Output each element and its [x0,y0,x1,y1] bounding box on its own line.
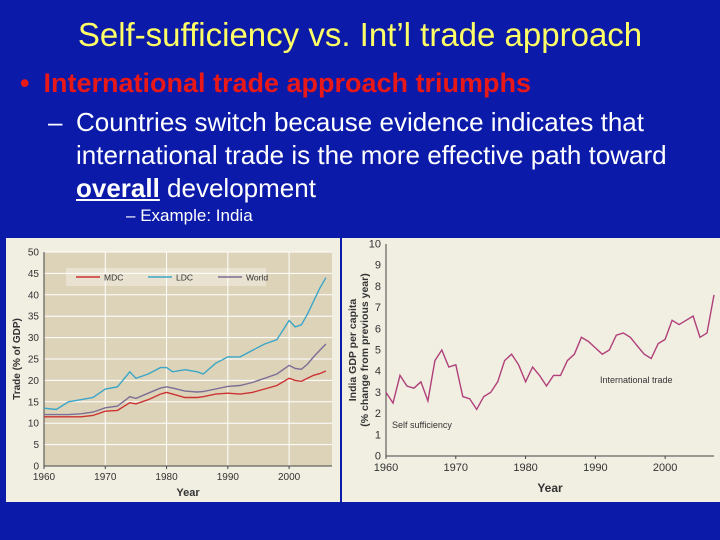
y-tick-label: 50 [28,248,40,259]
x-tick-label: 1980 [513,462,537,474]
legend-label-mdc: MDC [104,273,123,283]
example-bullet: – Example: India [126,206,253,226]
y-tick-label: 4 [375,366,381,378]
sub-bullet: – Countries switch because evidence indi… [48,106,708,205]
y-tick-label: 9 [375,260,381,272]
slide-title: Self-sufficiency vs. Int’l trade approac… [77,16,643,53]
y-tick-label: 0 [375,451,381,463]
y-tick-label: 5 [33,440,39,451]
gdp-chart: 0 1 2 3 4 5 6 7 8 9 10 1960 1970 1980 1990 2000 Year Indi… [342,238,720,502]
series-line-ldc [43,277,327,411]
legend-label-ldc: LDC [176,273,193,283]
sub-bullet-text: Countries switch because evidence indica… [76,106,708,205]
x-tick-label: 1970 [94,472,117,483]
y-axis-label-line1: India GDP per capita [347,299,359,402]
y-tick-label: 2 [375,408,381,420]
legend-label-world: World [246,273,268,283]
y-tick-label: 30 [28,333,40,344]
y-tick-label: 15 [28,397,40,408]
y-tick-label: 8 [375,281,381,293]
main-bullet: • International trade approach triumphs [20,68,531,99]
annotation-self-sufficiency: Self sufficiency [392,420,452,430]
sub-bullet-text-end: development [159,173,316,203]
example-text: Example: India [140,206,253,225]
y-tick-label: 7 [375,302,381,314]
trade-chart: 0 5 10 15 20 25 30 35 40 45 50 1960 1970 1980 1990 2000… [6,238,340,502]
x-tick-label: 1990 [217,472,240,483]
series-line-mdc [44,370,327,418]
x-tick-label: 1960 [33,472,56,483]
y-axis-label-line2: (% change from previous year) [359,273,371,426]
x-tick-label: 2000 [653,462,677,474]
sub-bullet-dash: – [48,107,63,137]
main-bullet-text: International trade approach triumphs [43,68,532,98]
x-tick-label: 1970 [444,462,468,474]
y-tick-label: 25 [28,355,40,366]
series-line-0 [385,294,715,411]
bullet-marker: • [20,68,30,98]
x-axis-label: Year [176,487,200,499]
y-tick-label: 20 [28,376,40,387]
x-tick-label: 1990 [583,462,607,474]
trade-chart-svg: 0 5 10 15 20 25 30 35 40 45 50 1960 1970 1980 1990 2000… [12,248,332,499]
y-tick-label: 0 [33,462,39,473]
y-tick-label: 5 [375,345,381,357]
sub-bullet-text-start: Countries switch because evidence indica… [76,107,667,170]
annotation-international-trade: International trade [600,375,673,385]
x-tick-label: 2000 [278,472,301,483]
emphasis-word: overall [76,173,160,203]
y-tick-label: 10 [28,419,40,430]
x-tick-label: 1960 [374,462,398,474]
y-tick-label: 6 [375,323,381,335]
y-tick-label: 35 [28,312,40,323]
y-tick-label: 45 [28,269,40,280]
series-line-world [44,343,327,416]
gdp-chart-svg: 0 1 2 3 4 5 6 7 8 9 10 1960 1970 1980 1990 2000 Year Indi… [347,239,715,495]
y-axis-label: Trade (% of GDP) [12,318,23,400]
y-tick-label: 1 [375,429,381,441]
x-axis-label: Year [537,481,563,495]
y-tick-label: 10 [369,239,381,251]
x-tick-label: 1980 [155,472,178,483]
example-dash: – [126,206,136,225]
y-tick-label: 40 [28,290,40,301]
y-tick-label: 3 [375,387,381,399]
